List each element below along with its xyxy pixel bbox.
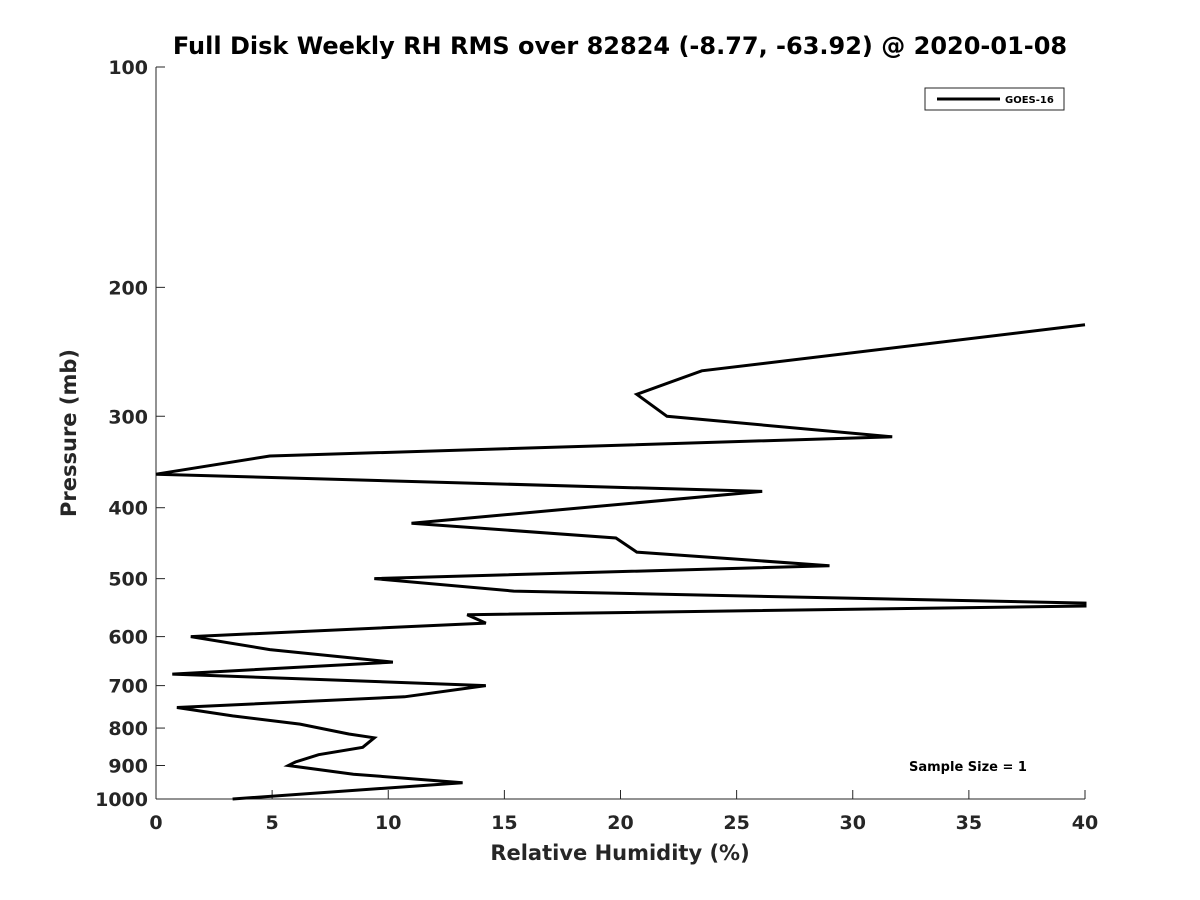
- x-tick-label: 15: [491, 812, 517, 834]
- x-tick-label: 10: [375, 812, 401, 834]
- sample-size-annotation: Sample Size = 1: [909, 760, 1027, 775]
- x-ticks: 0 5 10 15 20 25 30 35 40: [149, 790, 1098, 834]
- y-tick-label: 500: [108, 569, 148, 591]
- x-tick-label: 35: [956, 812, 982, 834]
- legend: GOES-16: [924, 87, 1065, 111]
- x-axis-label: Relative Humidity (%): [490, 841, 749, 865]
- y-tick-label: 600: [108, 627, 148, 649]
- y-axis-label: Pressure (mb): [57, 349, 81, 517]
- chart-title: Full Disk Weekly RH RMS over 82824 (-8.7…: [173, 32, 1067, 60]
- y-tick-label: 300: [108, 406, 148, 428]
- y-ticks: 100 200 300 400 500 600 700 800 900 1000: [95, 57, 165, 811]
- x-tick-label: 30: [840, 812, 866, 834]
- y-tick-label: 800: [108, 718, 148, 740]
- x-tick-label: 0: [149, 812, 162, 834]
- series-line-goes-16: [155, 323, 1087, 801]
- y-tick-label: 900: [108, 756, 148, 778]
- y-tick-label: 200: [108, 277, 148, 299]
- x-tick-label: 5: [266, 812, 279, 834]
- series-layer: [155, 323, 1087, 801]
- x-tick-label: 40: [1072, 812, 1098, 834]
- y-tick-label: 1000: [95, 789, 148, 811]
- y-tick-label: 100: [108, 57, 148, 79]
- x-tick-label: 20: [607, 812, 633, 834]
- x-tick-label: 25: [723, 812, 749, 834]
- legend-label-goes-16: GOES-16: [1005, 95, 1054, 106]
- y-tick-label: 700: [108, 676, 148, 698]
- y-tick-label: 400: [108, 498, 148, 520]
- plot-area: 0 5 10 15 20 25 30 35 40 100 200 300 400 500 600 700 80…: [95, 57, 1098, 834]
